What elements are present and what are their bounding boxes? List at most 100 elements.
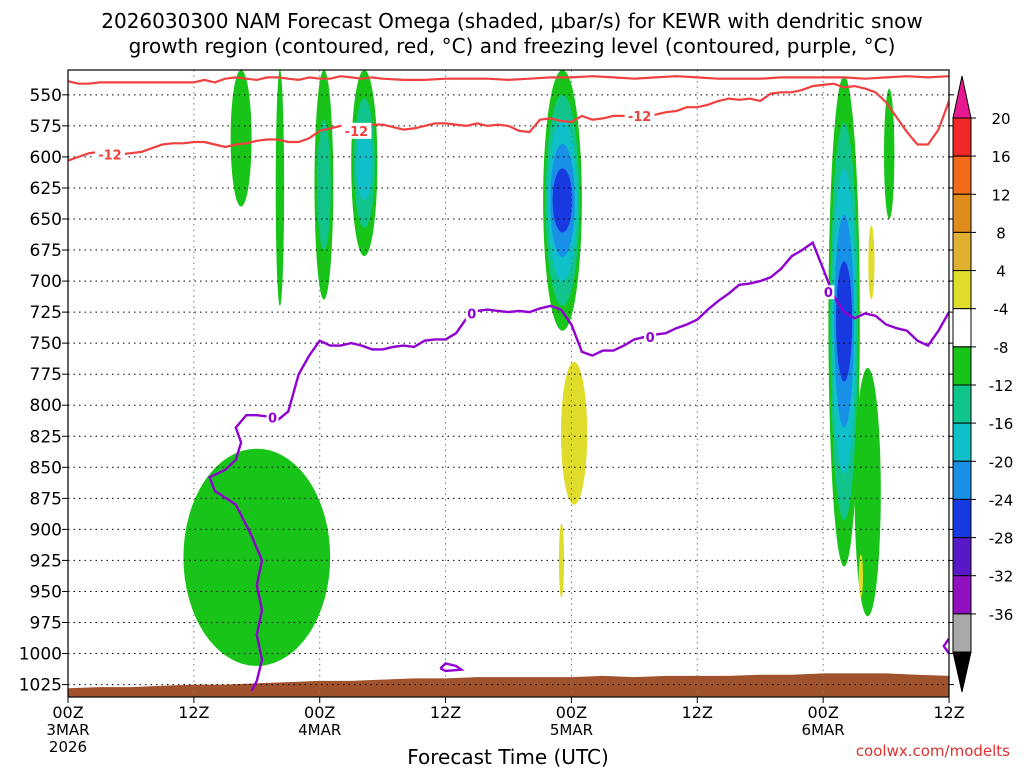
site-credit[interactable]: coolwx.com/modelts bbox=[855, 742, 1010, 760]
colorbar-label: 16 bbox=[991, 148, 1010, 166]
dgz-contour-label-bg bbox=[94, 146, 125, 163]
omega-sinking-motion-shade bbox=[558, 523, 565, 598]
omega-upward-motion-shade bbox=[230, 70, 252, 207]
y-tick-label: 1025 bbox=[19, 676, 62, 696]
colorbar-label: 20 bbox=[991, 110, 1010, 128]
colorbar-swatch bbox=[952, 117, 972, 157]
y-tick-label: 550 bbox=[30, 86, 62, 106]
colorbar-label: -16 bbox=[989, 415, 1014, 433]
x-axis-title: Forecast Time (UTC) bbox=[407, 745, 609, 768]
colorbar-label: -28 bbox=[989, 530, 1014, 548]
omega-upward-motion-shade bbox=[552, 168, 573, 233]
colorbar-label: 4 bbox=[996, 263, 1006, 281]
colorbar: 20 16 12 8 4 -4 -8 -12 -16 -20 -24 -28 -32 -36 bbox=[952, 75, 1014, 693]
colorbar-label: -20 bbox=[989, 453, 1014, 471]
dgz-contour-label: -12 bbox=[98, 148, 122, 163]
freezing-contour-label-bg bbox=[465, 306, 478, 321]
y-tick-label: 700 bbox=[30, 272, 62, 292]
omega-upward-motion-shade bbox=[356, 126, 373, 200]
colorbar-label: -8 bbox=[994, 339, 1009, 357]
omega-sinking-motion-shade bbox=[868, 225, 875, 300]
omega-upward-motion-shade bbox=[854, 367, 881, 617]
dgz-contour-segment bbox=[68, 75, 949, 85]
y-tick-label: 750 bbox=[30, 334, 62, 354]
y-tick-label: 675 bbox=[30, 241, 62, 261]
omega-upward-motion-shade bbox=[836, 261, 853, 382]
y-tick-label: 600 bbox=[30, 148, 62, 168]
colorbar-swatch bbox=[952, 575, 972, 615]
plot-frame bbox=[67, 69, 950, 698]
x-tick-label: 12Z bbox=[430, 703, 461, 722]
chart-title-line-2: growth region (contoured, red, °C) and f… bbox=[128, 34, 896, 58]
freezing-level-contour-line bbox=[208, 240, 949, 692]
omega-sinking-motion-shade bbox=[858, 554, 864, 598]
colorbar-swatch bbox=[952, 460, 972, 500]
x-tick-date: 5MAR bbox=[550, 721, 593, 739]
axes: 550 575 600 625 650 675 700 725 750 775 800 825 850 8… bbox=[19, 86, 965, 756]
omega-upward-motion-shade bbox=[275, 70, 285, 306]
colorbar-swatch bbox=[952, 537, 972, 577]
x-tick-date: 6MAR bbox=[802, 721, 845, 739]
freezing-contour-label: 0 bbox=[467, 307, 476, 322]
contour-layer: -12 -12 -12 0 0 0 0 bbox=[68, 75, 949, 692]
x-tick-year: 2026 bbox=[49, 738, 87, 756]
y-tick-label: 825 bbox=[30, 427, 62, 447]
y-tick-label: 575 bbox=[30, 117, 62, 137]
x-tick-label: 12Z bbox=[682, 703, 713, 722]
colorbar-swatch bbox=[952, 231, 972, 271]
freezing-level-contour-segment bbox=[942, 637, 949, 655]
y-tick-label: 850 bbox=[30, 458, 62, 478]
colorbar-label: -32 bbox=[989, 568, 1014, 586]
y-tick-label: 1000 bbox=[19, 645, 62, 665]
omega-upward-motion-shade bbox=[183, 448, 331, 666]
y-tick-label: 725 bbox=[30, 303, 62, 323]
freezing-contour-label: 0 bbox=[268, 412, 277, 427]
colorbar-label: 12 bbox=[991, 186, 1010, 204]
colorbar-swatch bbox=[952, 498, 972, 538]
freezing-contour-label-bg bbox=[822, 285, 835, 300]
colorbar-swatch bbox=[952, 270, 972, 310]
x-tick-label: 00Z bbox=[556, 703, 587, 722]
colorbar-label: -24 bbox=[989, 491, 1014, 509]
dgz-contour-label: -12 bbox=[628, 110, 652, 125]
freezing-level-contour-segment bbox=[439, 662, 465, 673]
terrain-surface bbox=[68, 673, 949, 697]
dgz-contour-label-bg bbox=[341, 122, 372, 139]
y-tick-label: 650 bbox=[30, 210, 62, 230]
y-tick-label: 775 bbox=[30, 365, 62, 385]
freezing-contour-label: 0 bbox=[824, 286, 833, 301]
chart-title-line-1: 2026030300 NAM Forecast Omega (shaded, μ… bbox=[101, 9, 923, 33]
x-tick-label: 12Z bbox=[178, 703, 209, 722]
y-tick-label: 925 bbox=[30, 551, 62, 571]
colorbar-swatch bbox=[952, 613, 972, 653]
y-tick-label: 800 bbox=[30, 396, 62, 416]
freezing-contour-label: 0 bbox=[646, 331, 655, 346]
y-tick-label: 950 bbox=[30, 582, 62, 602]
omega-sinking-motion-shade bbox=[561, 361, 588, 505]
freezing-contour-label-bg bbox=[644, 329, 657, 344]
x-tick-label: 12Z bbox=[933, 703, 964, 722]
omega-upward-motion-shade bbox=[317, 119, 331, 250]
x-tick-date: 4MAR bbox=[298, 721, 341, 739]
freezing-contour-label-bg bbox=[266, 410, 279, 425]
x-tick-label: 00Z bbox=[52, 703, 83, 722]
colorbar-label: -36 bbox=[989, 606, 1014, 624]
omega-upward-motion-shade bbox=[884, 88, 895, 219]
colorbar-label: -4 bbox=[994, 301, 1009, 319]
plot-area-layer bbox=[68, 70, 949, 697]
y-tick-label: 875 bbox=[30, 489, 62, 509]
colorbar-top-arrow bbox=[952, 75, 972, 119]
x-tick-date: 3MAR bbox=[46, 721, 89, 739]
colorbar-swatch bbox=[952, 422, 972, 462]
y-tick-label: 900 bbox=[30, 520, 62, 540]
colorbar-label: 8 bbox=[996, 224, 1006, 242]
colorbar-swatch bbox=[952, 346, 972, 386]
dgz-contour-line bbox=[68, 82, 949, 162]
colorbar-bottom-arrow bbox=[952, 651, 972, 693]
x-tick-label: 00Z bbox=[807, 703, 838, 722]
dgz-contour-label: -12 bbox=[345, 125, 369, 140]
colorbar-swatch bbox=[952, 384, 972, 424]
y-tick-label: 625 bbox=[30, 179, 62, 199]
colorbar-swatch bbox=[952, 155, 972, 195]
